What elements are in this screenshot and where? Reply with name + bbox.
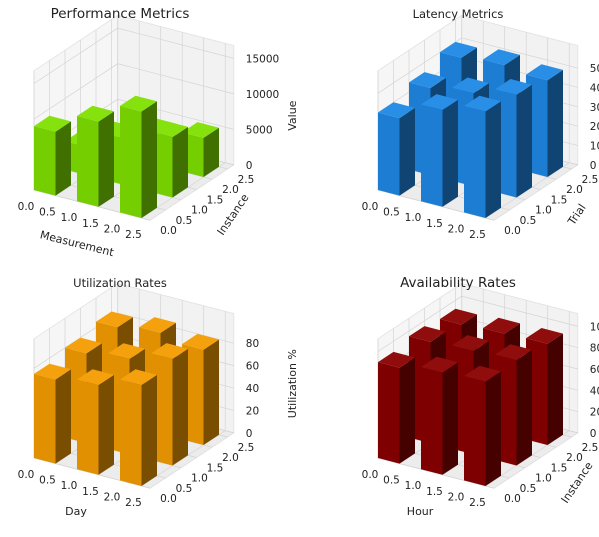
x-tick-label: 2.5 [469,229,486,241]
x-tick-label: 1.5 [426,218,443,230]
subplot-3: 0.0 0.5 1.0 1.5 2.0 2.5 0.00.51.01.52.02.50204… [18,276,299,518]
x-tick-label: 0.5 [383,207,400,219]
x-tick-label: 1.0 [61,212,78,224]
x-tick-label: 2.5 [125,497,142,509]
x-tick-label: 1.0 [405,480,422,492]
z-tick-label: 15000 [246,53,279,65]
z-tick-label: 5000 [246,124,273,136]
x-tick-label: 0.5 [39,475,56,487]
z-tick-label: 0 [246,160,253,172]
z-tick-label: 10 [590,141,599,153]
subplot-2: 0.00.51.01.52.02.50.00.51.01.52.02.50102… [362,7,599,241]
z-tick-label: 20 [246,405,259,417]
x-tick-label: 0.0 [18,201,35,213]
bar-x1-y0 [77,369,114,475]
z-tick-label: 60 [246,361,259,373]
y-tick-label: 0.0 [160,493,177,505]
bar-x0-y0 [34,115,71,196]
z-tick-label: 40 [590,385,599,397]
y-tick-label: 2.5 [238,442,255,454]
z-tick-label: 40 [590,82,599,94]
chart-title: Performance Metrics [51,6,190,22]
y-tick-label: 1.0 [191,205,208,217]
y-tick-label: 1.5 [207,462,224,474]
x-axis-label: Day [65,505,87,518]
x-tick-label: 0.5 [383,475,400,487]
bar-x2-y0 [120,95,157,218]
x-tick-label: 2.5 [469,497,486,509]
x-axis-label: Hour [407,505,434,518]
bar-x0-y0 [378,102,415,196]
y-tick-label: 2.0 [566,452,583,464]
z-axis-label: Value [286,100,299,130]
y-tick-label: 1.5 [551,194,568,206]
z-tick-label: 20 [590,407,599,419]
y-axis-label: Trial [565,202,589,229]
y-tick-label: 2.5 [582,442,599,454]
y-tick-label: 0.0 [160,225,177,237]
bar-x2-y0 [464,95,501,218]
bar-x0-y0 [378,351,415,464]
z-axis-label: Utilization % [286,349,299,418]
x-tick-label: 1.0 [61,480,78,492]
y-tick-label: 1.5 [207,194,224,206]
x-tick-label: 1.5 [426,486,443,498]
z-tick-label: 0 [246,428,253,440]
chart-title: Utilization Rates [73,276,167,290]
y-tick-label: 0.5 [520,483,537,495]
bar-x2-y0 [464,365,501,486]
z-tick-label: 30 [590,102,599,114]
x-tick-label: 2.0 [104,491,121,503]
z-tick-label: 0 [590,160,597,172]
y-tick-label: 1.0 [535,205,552,217]
z-tick-label: 80 [590,343,599,355]
y-tick-label: 0.5 [520,215,537,227]
z-tick-label: 100 [590,321,599,333]
y-tick-label: 1.5 [551,462,568,474]
x-tick-label: 0.0 [18,469,35,481]
y-tick-label: 1.0 [535,473,552,485]
bar-x0-y0 [34,363,71,464]
y-tick-label: 2.5 [238,174,255,186]
x-tick-label: 2.0 [104,223,121,235]
z-tick-label: 80 [246,338,259,350]
bar-x1-y0 [421,356,458,475]
x-tick-label: 2.5 [125,229,142,241]
z-tick-label: 0 [590,428,597,440]
y-tick-label: 2.0 [222,452,239,464]
x-tick-label: 0.5 [39,207,56,219]
y-tick-label: 1.0 [191,473,208,485]
chart-title: Latency Metrics [413,7,504,21]
x-tick-label: 2.0 [448,491,465,503]
z-tick-label: 20 [590,121,599,133]
y-tick-label: 2.5 [582,174,599,186]
bar-x1-y0 [421,94,458,207]
chart-title: Availability Rates [400,275,516,291]
x-tick-label: 1.0 [405,212,422,224]
x-tick-label: 1.5 [82,486,99,498]
y-tick-label: 2.0 [566,184,583,196]
x-tick-label: 1.5 [82,218,99,230]
z-tick-label: 10000 [246,89,279,101]
subplot-1: 0.0 0.5 1.0 1.5 2.0 2.5 0.00.51.01.52.02.50500… [18,6,299,259]
y-tick-label: 0.5 [176,483,193,495]
z-tick-label: 60 [590,364,599,376]
y-tick-label: 2.0 [222,184,239,196]
x-tick-label: 2.0 [448,223,465,235]
x-tick-label: 0.0 [362,201,379,213]
subplot-4: 0.00.51.01.52.02.50.00.51.01.52.02.50204… [362,275,599,518]
z-tick-label: 40 [246,383,259,395]
y-tick-label: 0.0 [504,225,521,237]
bar-x1-y0 [77,105,114,207]
y-tick-label: 0.5 [176,215,193,227]
z-tick-label: 50 [590,63,599,75]
bar-x2-y0 [120,369,157,486]
x-tick-label: 0.0 [362,469,379,481]
y-tick-label: 0.0 [504,493,521,505]
